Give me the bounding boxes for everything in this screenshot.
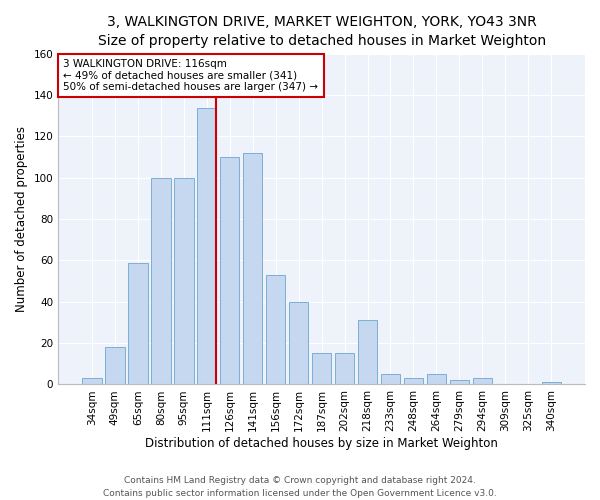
Bar [404,378,423,384]
Bar [427,374,446,384]
Bar [381,374,400,384]
Bar [220,157,239,384]
Bar [105,348,125,385]
Bar [197,108,217,384]
Bar [335,354,355,384]
Bar [151,178,170,384]
Bar [82,378,101,384]
Bar [174,178,194,384]
X-axis label: Distribution of detached houses by size in Market Weighton: Distribution of detached houses by size … [145,437,498,450]
Title: 3, WALKINGTON DRIVE, MARKET WEIGHTON, YORK, YO43 3NR
Size of property relative t: 3, WALKINGTON DRIVE, MARKET WEIGHTON, YO… [98,15,545,48]
Bar [449,380,469,384]
Bar [266,275,286,384]
Bar [473,378,492,384]
Bar [312,354,331,384]
Y-axis label: Number of detached properties: Number of detached properties [15,126,28,312]
Bar [243,153,262,384]
Bar [542,382,561,384]
Text: 3 WALKINGTON DRIVE: 116sqm
← 49% of detached houses are smaller (341)
50% of sem: 3 WALKINGTON DRIVE: 116sqm ← 49% of deta… [64,59,319,92]
Bar [289,302,308,384]
Bar [358,320,377,384]
Bar [128,262,148,384]
Text: Contains HM Land Registry data © Crown copyright and database right 2024.
Contai: Contains HM Land Registry data © Crown c… [103,476,497,498]
